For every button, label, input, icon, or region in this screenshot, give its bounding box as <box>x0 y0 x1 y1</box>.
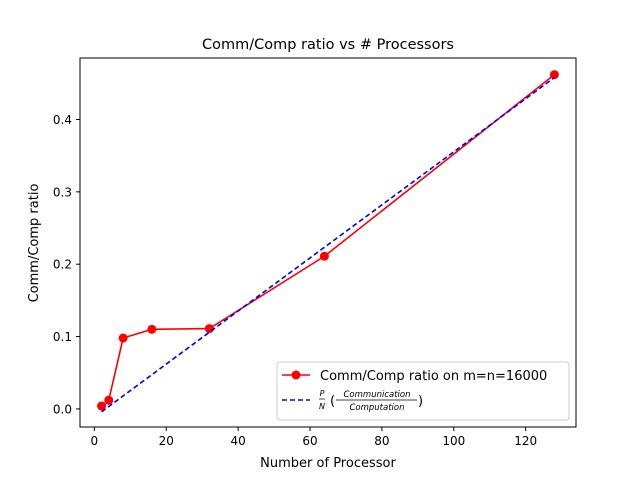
legend-marker-red <box>291 370 301 380</box>
x-tick-label: 20 <box>159 434 174 448</box>
svg-text:N: N <box>319 402 325 411</box>
y-tick-label: 0.4 <box>53 113 72 127</box>
svg-text:(: ( <box>330 394 335 409</box>
x-axis: 0 20 40 60 80 100 120 <box>91 427 537 448</box>
svg-text:Computation: Computation <box>349 403 404 413</box>
plot-frame <box>79 57 577 428</box>
y-tick-label: 0.2 <box>53 258 72 272</box>
x-tick-label: 60 <box>302 434 317 448</box>
x-tick-label: 40 <box>231 434 246 448</box>
series-measured-point <box>204 324 214 334</box>
svg-text:): ) <box>418 394 423 409</box>
y-tick-label: 0.0 <box>53 402 72 416</box>
series-measured-point <box>319 251 329 261</box>
svg-text:Communication: Communication <box>344 390 411 400</box>
x-axis-label: Number of Processor <box>260 456 396 471</box>
series-measured-point <box>549 70 559 80</box>
series-measured-point <box>118 333 128 343</box>
y-tick-label: 0.1 <box>53 330 72 344</box>
y-axis: 0.0 0.1 0.2 0.3 0.4 <box>53 113 80 416</box>
x-tick-label: 120 <box>514 434 537 448</box>
chart-title: Comm/Comp ratio vs # Processors <box>202 37 454 53</box>
svg-text:P: P <box>320 389 325 398</box>
series-measured-point <box>97 401 107 411</box>
plot-area <box>97 70 559 413</box>
legend-label-series-1: Comm/Comp ratio on m=n=16000 <box>320 369 547 384</box>
x-tick-label: 80 <box>374 434 389 448</box>
y-axis-label: Comm/Comp ratio <box>27 184 42 303</box>
series-measured-line <box>101 74 555 407</box>
x-tick-label: 100 <box>442 434 465 448</box>
series-model-line <box>101 76 555 413</box>
legend-label-series-2: P N ( Communication Computation ) <box>319 389 423 413</box>
series-measured-point <box>147 324 157 334</box>
legend: Comm/Comp ratio on m=n=16000 P N ( Commu… <box>276 361 570 421</box>
series-measured-point <box>104 395 114 405</box>
x-tick-label: 0 <box>91 434 99 448</box>
y-tick-label: 0.3 <box>53 185 72 199</box>
legend-box <box>276 361 570 421</box>
